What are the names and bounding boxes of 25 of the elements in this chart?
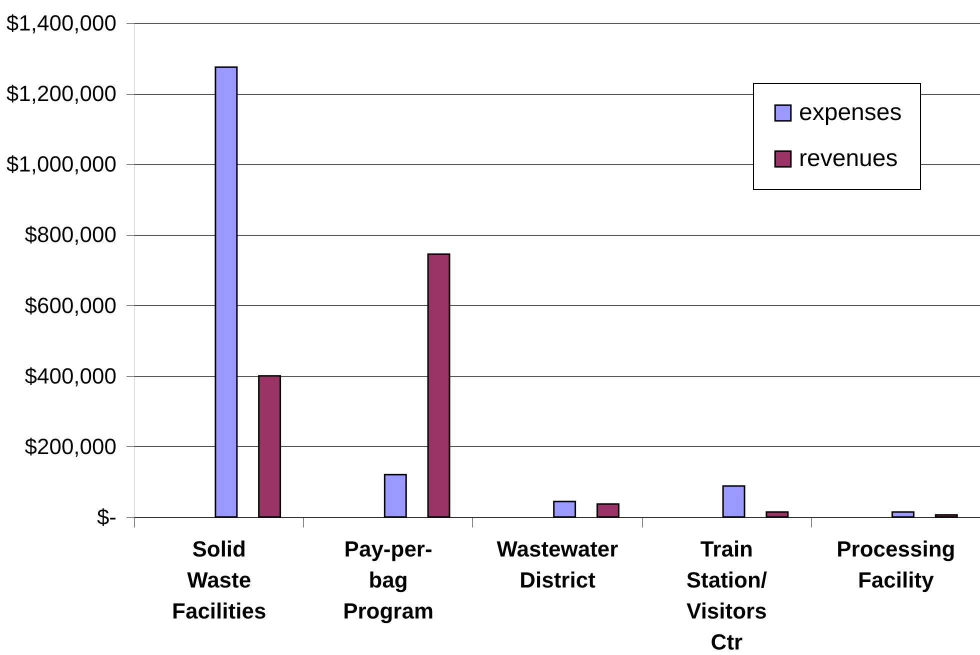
x-tick-label: Train Station/ Visitors Ctr (686, 536, 768, 654)
legend-label: expenses (799, 99, 902, 126)
y-tick-label: $1,400,000 (6, 10, 116, 36)
x-tick-label: Wastewater District (496, 536, 619, 592)
x-tick-label: Solid Waste Facilities (172, 536, 266, 624)
x-tick-label: Pay-per-bag Program (343, 536, 434, 624)
bar (892, 511, 914, 518)
bar (766, 511, 789, 518)
y-tick-label: $1,200,000 (6, 81, 116, 106)
y-tick-label: $- (96, 504, 116, 530)
y-tick-label: $400,000 (24, 363, 116, 388)
bar (596, 503, 620, 518)
bar (214, 66, 238, 518)
bar (553, 500, 576, 518)
bar (934, 514, 958, 518)
y-tick-label: $600,000 (24, 292, 116, 318)
x-tick-label: Processing Facility (836, 536, 956, 592)
y-tick-label: $200,000 (24, 434, 116, 459)
bar (722, 485, 746, 518)
legend-label: revenues (799, 145, 898, 172)
y-tick-label: $1,000,000 (6, 152, 116, 177)
bar (427, 253, 450, 518)
bar (258, 375, 282, 518)
y-tick-label: $800,000 (24, 222, 116, 248)
bar (384, 474, 407, 518)
